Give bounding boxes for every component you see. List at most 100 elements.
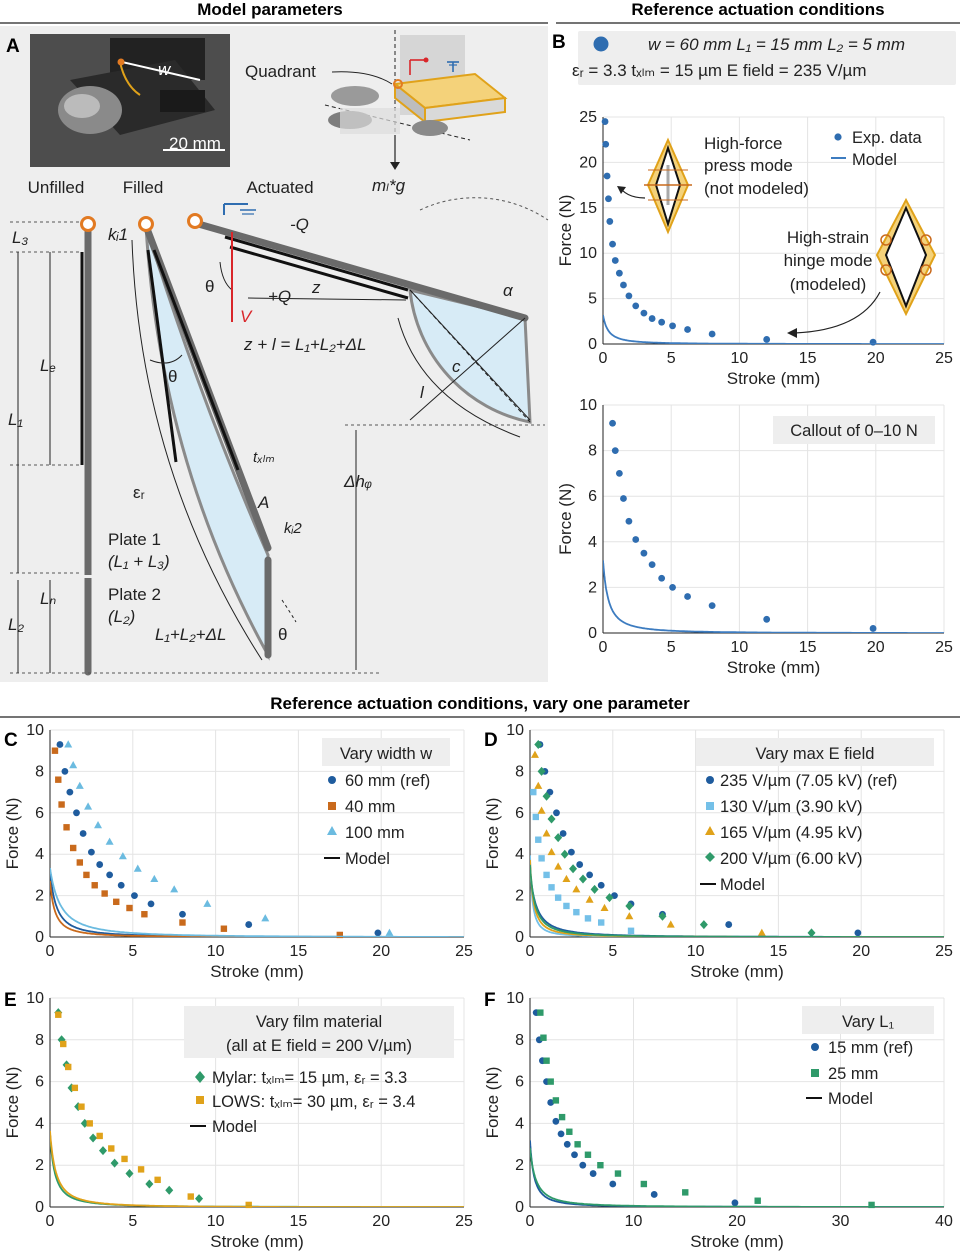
x-tick-label: 25 bbox=[455, 943, 473, 960]
length-equation: z + l = L₁+L₂+ΔL bbox=[243, 335, 367, 354]
data-point bbox=[547, 847, 556, 856]
legend-series-4: 200 V/µm (6.00 kV) bbox=[720, 850, 862, 868]
data-point bbox=[684, 593, 691, 600]
legend-marker-circle bbox=[811, 1043, 819, 1051]
quadrant-label: Quadrant bbox=[245, 62, 316, 81]
data-point bbox=[537, 1009, 544, 1016]
data-point bbox=[84, 802, 93, 810]
data-point bbox=[584, 915, 592, 922]
x-tick-label: 5 bbox=[667, 350, 676, 367]
data-point bbox=[574, 1141, 581, 1148]
data-point bbox=[606, 218, 614, 225]
data-point bbox=[648, 315, 656, 322]
x-tick-label: 20 bbox=[867, 350, 885, 367]
press-mode-line3: (not modeled) bbox=[704, 179, 809, 198]
header-model-parameters: Model parameters bbox=[197, 0, 343, 19]
data-point bbox=[91, 882, 98, 889]
label-voltage: V bbox=[240, 307, 253, 326]
legend-marker-diamond bbox=[195, 1071, 205, 1083]
x-tick-label: 10 bbox=[687, 943, 705, 960]
y-tick-label: 10 bbox=[579, 397, 597, 414]
data-point bbox=[55, 1011, 62, 1018]
panel-a-letter: A bbox=[6, 36, 20, 57]
data-point bbox=[542, 829, 551, 837]
y-tick-label: 0 bbox=[588, 336, 597, 353]
unfilled-diagram bbox=[10, 216, 380, 676]
data-point bbox=[542, 791, 551, 801]
data-point bbox=[537, 806, 546, 814]
x-tick-label: 0 bbox=[599, 639, 608, 656]
panel-c-letter: C bbox=[4, 730, 18, 751]
header-reference-conditions: Reference actuation conditions bbox=[631, 0, 884, 19]
model-curve bbox=[603, 314, 944, 344]
header-vary-one-parameter: Reference actuation conditions, vary one… bbox=[270, 694, 690, 713]
data-point bbox=[126, 904, 133, 912]
data-point bbox=[566, 1128, 573, 1135]
data-point bbox=[699, 920, 708, 930]
data-point bbox=[195, 1194, 204, 1204]
x-tick-label: 15 bbox=[799, 639, 817, 656]
data-point bbox=[88, 848, 95, 856]
data-point bbox=[560, 849, 569, 859]
panel-f-letter: F bbox=[484, 990, 496, 1011]
label-t-film: tₓₗₘ bbox=[253, 449, 275, 466]
data-point bbox=[110, 1158, 119, 1168]
data-point bbox=[535, 836, 542, 843]
x-tick-label: 25 bbox=[455, 1213, 473, 1230]
x-tick-label: 20 bbox=[867, 639, 885, 656]
legend-model: Model bbox=[828, 1090, 873, 1108]
legend-title-box bbox=[184, 1006, 454, 1058]
legend-series-2: LOWS: tₓₗₘ= 30 µm, εᵣ = 3.4 bbox=[212, 1093, 415, 1111]
x-tick-label: 30 bbox=[832, 1213, 850, 1230]
data-point bbox=[69, 760, 78, 769]
data-point bbox=[101, 890, 108, 897]
data-point bbox=[76, 859, 84, 866]
data-point bbox=[632, 536, 640, 543]
y-tick-label: 2 bbox=[515, 1157, 524, 1174]
y-tick-label: 5 bbox=[588, 291, 597, 308]
y-tick-label: 4 bbox=[515, 846, 524, 863]
data-point bbox=[568, 848, 575, 856]
panel-b-marker-icon bbox=[593, 36, 609, 52]
legend-model: Model bbox=[345, 850, 390, 868]
x-tick-label: 15 bbox=[290, 1213, 308, 1230]
panel-c-legend: Vary width w 60 mm (ref) 40 mm 100 mm Mo… bbox=[322, 738, 450, 868]
y-axis-label: Force (N) bbox=[556, 483, 575, 555]
y-tick-label: 6 bbox=[35, 805, 44, 822]
label-Le: Lₑ bbox=[40, 356, 56, 375]
hinge-mode-sketch bbox=[787, 197, 937, 338]
x-tick-label: 10 bbox=[207, 943, 225, 960]
x-tick-label: 15 bbox=[290, 943, 308, 960]
model-curve bbox=[50, 867, 464, 937]
legend-series-1: Mylar: tₓₗₘ= 15 µm, εᵣ = 3.3 bbox=[212, 1069, 407, 1087]
y-tick-label: 15 bbox=[579, 200, 597, 217]
x-tick-label: 0 bbox=[526, 1213, 535, 1230]
data-point bbox=[150, 874, 159, 883]
hinge-mode-line2: hinge mode bbox=[784, 251, 873, 270]
y-tick-label: 8 bbox=[35, 763, 44, 780]
data-point bbox=[597, 881, 605, 889]
data-point bbox=[669, 584, 676, 591]
data-point bbox=[585, 895, 594, 903]
label-eps-r: εᵣ bbox=[133, 483, 145, 502]
data-point bbox=[589, 1170, 597, 1177]
data-point bbox=[86, 1120, 93, 1127]
x-tick-label: 10 bbox=[731, 350, 749, 367]
legend-title: Vary width w bbox=[340, 745, 432, 763]
data-point bbox=[571, 1151, 578, 1159]
photo-scale-bar-label: 20 mm bbox=[169, 134, 221, 153]
label-Ln: Lₙ bbox=[40, 589, 56, 608]
data-point bbox=[869, 338, 877, 346]
y-tick-label: 10 bbox=[506, 990, 524, 1007]
data-point bbox=[65, 1063, 72, 1071]
data-point bbox=[602, 140, 610, 148]
model-curve bbox=[50, 1130, 464, 1207]
legend-marker-circle bbox=[328, 776, 336, 784]
weight-label: mₗ*g bbox=[372, 176, 406, 195]
data-point bbox=[615, 269, 623, 277]
data-point bbox=[145, 1179, 154, 1189]
data-point bbox=[620, 281, 627, 289]
legend-series-1: 15 mm (ref) bbox=[828, 1039, 913, 1057]
data-point bbox=[165, 1185, 174, 1195]
quadrant-leader-line bbox=[331, 71, 393, 85]
